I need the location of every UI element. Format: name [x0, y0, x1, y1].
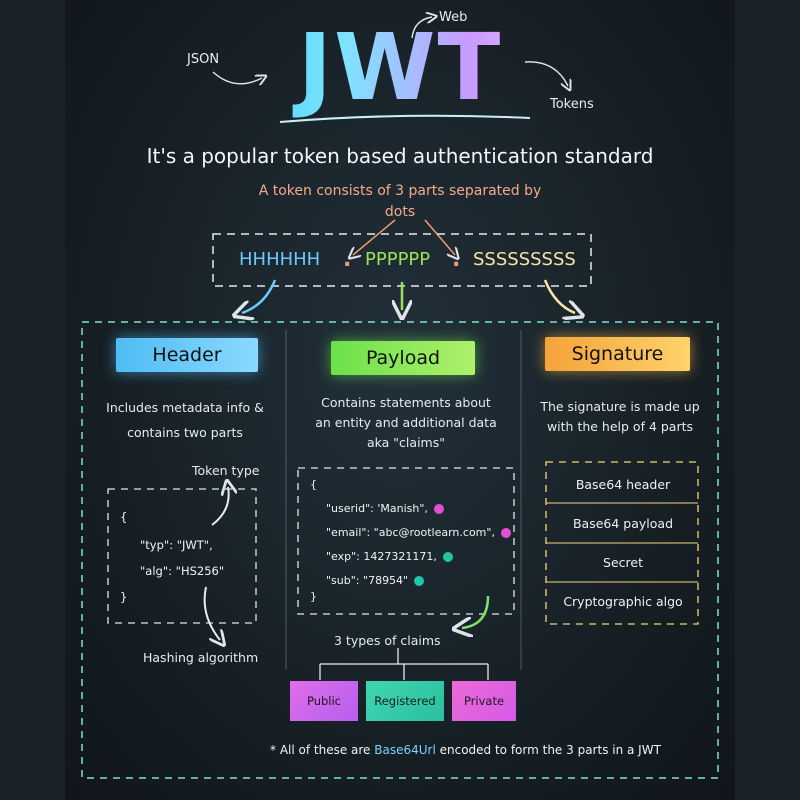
signature-desc-line2: with the help of 4 parts [546, 419, 694, 434]
payload-description: Contains statements about an entity and … [296, 393, 516, 453]
title-underline [279, 114, 531, 123]
header-desc-line1: Includes metadata info & [106, 400, 264, 415]
payload-desc-line1: Contains statements about [321, 395, 491, 410]
payload-label: Payload [331, 341, 475, 375]
header-label: Header [116, 338, 258, 372]
tokens-arrow-icon [524, 61, 568, 86]
token-type-arrow-icon [211, 487, 229, 526]
header-down-arrow-icon [242, 279, 277, 313]
dot-arrow-left-icon [353, 219, 396, 255]
payload-desc-line3: aka "claims" [367, 435, 445, 450]
jwt-title: JWT [265, 18, 535, 118]
header-code-line: } [120, 590, 128, 604]
token-note-line1: A token consists of 3 parts separated by [258, 183, 542, 199]
footer-prefix: * All of these are [270, 743, 375, 757]
json-arrow-icon [212, 71, 262, 84]
signature-desc-line1: The signature is made up [540, 399, 700, 414]
payload-code-line: "email": "abc@rootlearn.com", [326, 526, 511, 539]
background-panel [65, 0, 735, 800]
signature-part: Secret [603, 555, 643, 570]
footer-highlight: Base64Url [374, 743, 436, 757]
token-type-annotation: Token type [192, 463, 260, 478]
claim-registered: Registered [366, 681, 444, 721]
token-note: A token consists of 3 parts separated by… [230, 181, 570, 223]
token-note-line2: dots [384, 204, 416, 220]
token-signature-part: SSSSSSSSS [473, 249, 576, 270]
hashing-arrow-icon [203, 586, 220, 640]
dot-arrow-right-icon [424, 219, 455, 255]
payload-code-line: "exp": 1427321171, [326, 550, 453, 563]
signature-down-arrow-icon [543, 279, 575, 313]
signature-part: Cryptographic algo [563, 594, 683, 609]
hashing-annotation: Hashing algorithm [143, 650, 259, 665]
tag-tokens: Tokens [550, 97, 594, 112]
claims-title: 3 types of claims [334, 633, 441, 648]
tag-json: JSON [187, 52, 220, 67]
token-dot-2: . [452, 247, 461, 272]
sections-frame [81, 321, 719, 779]
header-description: Includes metadata info & contains two pa… [90, 397, 280, 443]
payload-code-line: "userid": 'Manish", [326, 502, 444, 515]
claim-dot-icon [433, 504, 444, 514]
signature-part: Base64 payload [572, 516, 674, 531]
token-header-part: HHHHHH [239, 249, 321, 270]
signature-part: Base64 header [575, 477, 671, 492]
claim-public: Public [290, 681, 358, 721]
subtitle: It's a popular token based authenticatio… [146, 144, 654, 168]
footer-suffix: encoded to form the 3 parts in a JWT [435, 743, 661, 757]
header-code-box [107, 488, 257, 624]
signature-description: The signature is made up with the help o… [530, 397, 710, 437]
tag-web: Web [439, 10, 468, 25]
claim-dot-icon [414, 576, 425, 586]
header-code-line: "alg": "HS256" [140, 564, 225, 578]
payload-desc-line2: an entity and additional data [315, 415, 497, 430]
payload-code-line: } [310, 590, 317, 603]
token-dot-1: . [343, 247, 352, 272]
claim-private: Private [452, 681, 516, 721]
claim-dot-icon [442, 552, 453, 562]
payload-code-box [297, 467, 515, 615]
signature-label: Signature [545, 337, 690, 371]
payload-code-line: { [310, 478, 317, 491]
claim-dot-icon [500, 528, 511, 538]
token-payload-part: PPPPPP [365, 249, 431, 270]
claims-arrow-icon [462, 595, 490, 628]
header-code-line: { [120, 510, 128, 524]
footer-note: * All of these are Base64Url encoded to … [270, 743, 710, 757]
header-code-line: "typ": "JWT", [140, 538, 213, 552]
header-desc-line2: contains two parts [127, 425, 243, 440]
web-arrow-icon [411, 17, 432, 39]
payload-code-line: "sub": "78954" [326, 574, 425, 587]
